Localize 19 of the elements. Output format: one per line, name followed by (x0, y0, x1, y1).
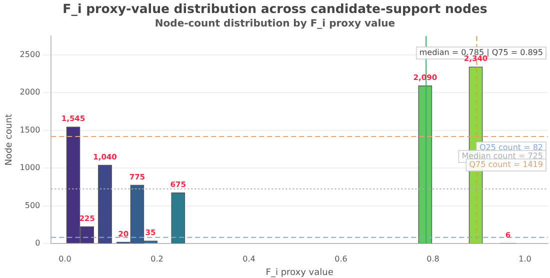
ref-line-label: Q25 count = 82 (479, 143, 543, 152)
chart-subtitle: Node-count distribution by F_i proxy value (154, 18, 396, 30)
y-axis-title: Node count (4, 113, 15, 166)
y-tick-label: 1500 (20, 125, 40, 134)
chart-title: F_i proxy-value distribution across candidate-support nodes (62, 0, 488, 16)
ref-line-label: Median count = 725 (462, 152, 543, 161)
x-tick-label: 0.0 (58, 254, 72, 264)
x-tick-label: 0.8 (426, 254, 440, 264)
x-axis-title: F_i proxy value (266, 268, 334, 278)
y-tick-label: 500 (24, 200, 40, 210)
x-tick-label: 1.0 (518, 254, 532, 264)
x-tick-label: 0.2 (150, 254, 164, 264)
x-tick-label: 0.6 (334, 254, 348, 264)
y-tick-label: 2500 (20, 50, 40, 59)
ref-line-label: Q75 count = 1419 (469, 160, 543, 170)
x-tick-label: 0.4 (242, 254, 256, 264)
y-tick-label: 0 (35, 238, 40, 248)
y-tick-label: 1000 (20, 163, 40, 172)
y-tick-label: 2000 (20, 88, 40, 97)
